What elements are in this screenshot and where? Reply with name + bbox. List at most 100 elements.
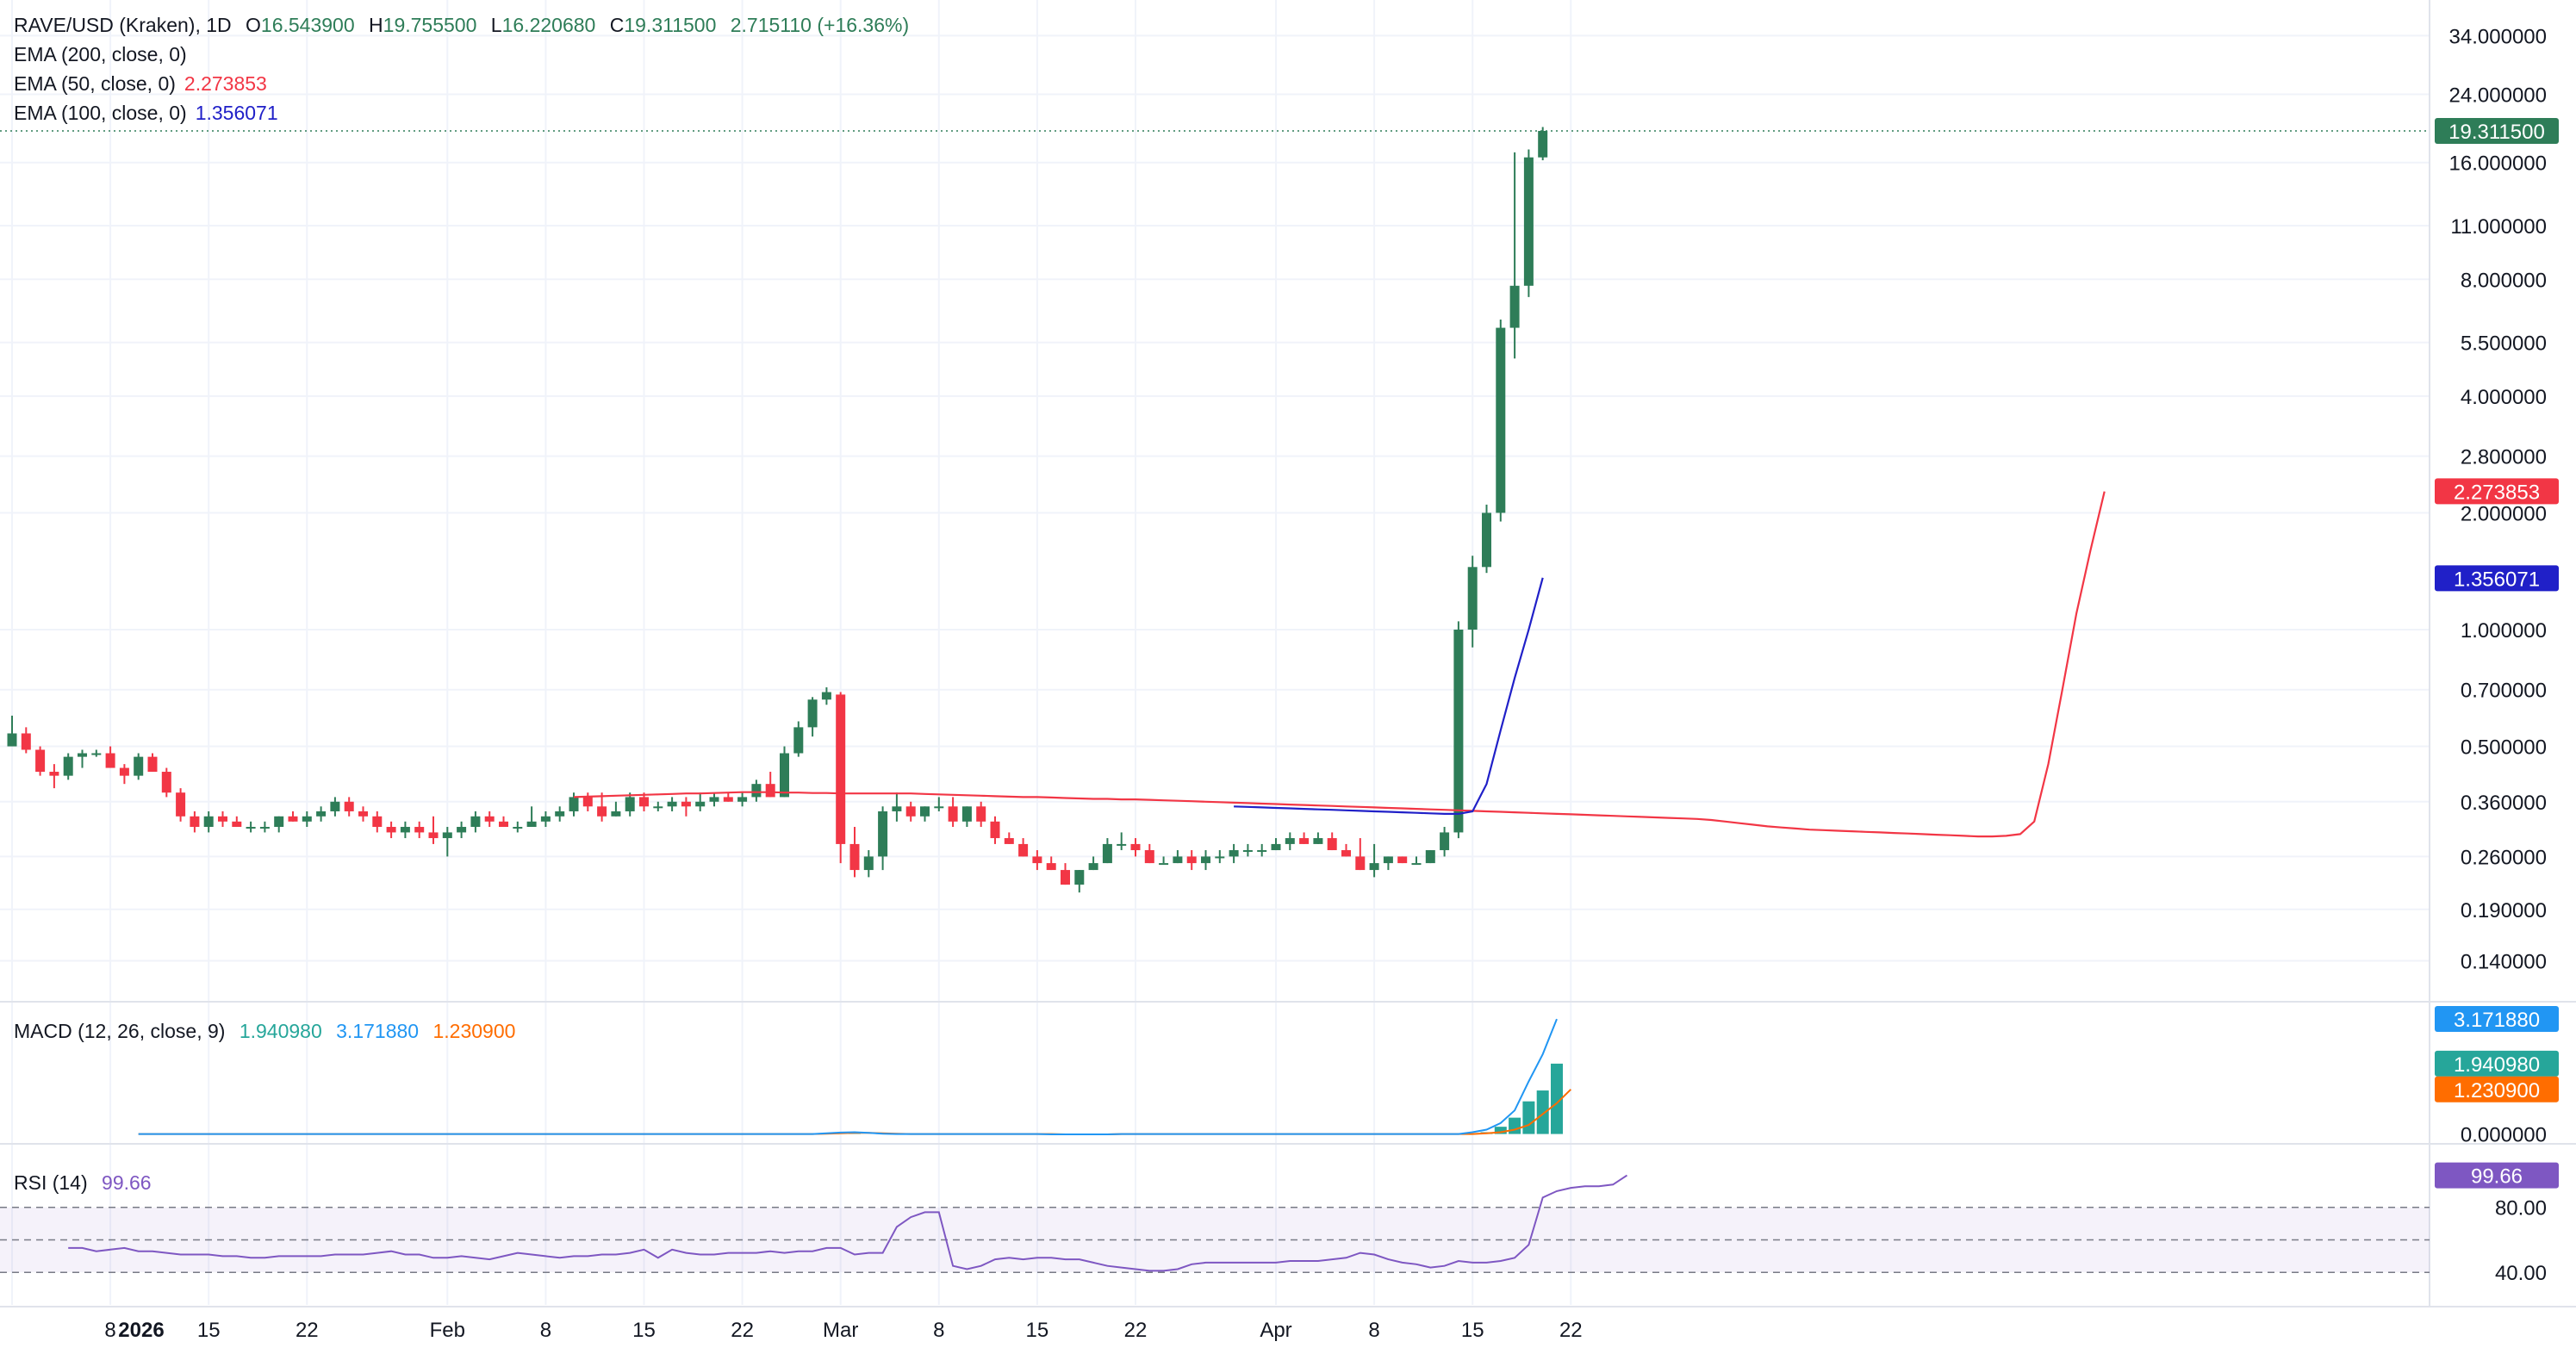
candle-down [1061, 863, 1070, 885]
candle-up [274, 816, 284, 833]
high-value: 19.755500 [383, 14, 477, 36]
price-axis-label: 0.190000 [2461, 899, 2547, 922]
price-pane[interactable] [0, 127, 2430, 893]
candle-up [1425, 850, 1435, 864]
candle-up [1159, 856, 1169, 866]
candle-body [836, 694, 846, 844]
candle-up [1271, 838, 1281, 851]
candle-down [1130, 838, 1141, 857]
time-axis-label: 22 [296, 1319, 319, 1342]
time-axis-label: Feb [430, 1319, 465, 1342]
candle-up [737, 792, 748, 807]
symbol-title: RAVE/USD (Kraken), 1D [14, 14, 232, 36]
candle-body [513, 827, 523, 829]
candle-up [1201, 850, 1210, 871]
candle-body [386, 827, 396, 833]
macd-hist-tag-bg [2435, 1050, 2559, 1077]
time-axis-label: 8 [933, 1319, 944, 1342]
last-price-tag-bg [2435, 117, 2559, 144]
candle-body [1102, 843, 1112, 864]
price-axis-label: 16.000000 [2449, 152, 2547, 176]
candle-body [695, 801, 706, 807]
candle-body [582, 797, 593, 807]
low-label: L [490, 14, 502, 36]
candle-body [1130, 843, 1141, 851]
ema100-price-tag-bg [2435, 565, 2559, 592]
candle-body [302, 816, 312, 822]
candle-body [1509, 285, 1520, 328]
candle-down [1397, 856, 1408, 864]
candle-down [484, 811, 495, 828]
candle-body [1411, 863, 1422, 866]
candle-down [21, 727, 31, 754]
time-axis-label: 2026 [118, 1319, 164, 1342]
candle-body [1397, 856, 1408, 864]
candle-body [667, 801, 677, 807]
candle-up [667, 797, 677, 811]
candle-up [1482, 504, 1491, 574]
candle-up [442, 827, 452, 857]
candle-body [948, 806, 958, 822]
candle-down [105, 746, 115, 768]
candle-down [119, 764, 129, 785]
last-price-tag: 19.311500 [2448, 121, 2545, 144]
symbol-legend[interactable]: RAVE/USD (Kraken), 1D O16.543900 H19.755… [14, 14, 918, 37]
rsi-value: 99.66 [102, 1171, 152, 1194]
candle-body [878, 811, 888, 857]
macd-signal-value: 1.230900 [432, 1020, 516, 1042]
candle-body [1482, 512, 1491, 568]
price-axis-label: 2.000000 [2461, 502, 2547, 525]
candle-up [1411, 856, 1422, 866]
time-axis-label: 22 [1124, 1319, 1148, 1342]
ema100-legend[interactable]: EMA (100, close, 0) 1.356071 [14, 102, 287, 125]
price-axis-label: 0.700000 [2461, 680, 2547, 703]
candle-up [330, 797, 340, 817]
candle-body [78, 753, 87, 757]
candle-up [1285, 832, 1295, 851]
candle-up [400, 821, 410, 839]
candle-body [1496, 327, 1506, 513]
candle-up [63, 753, 73, 780]
rsi-label: RSI (14) [14, 1171, 88, 1194]
macd-legend[interactable]: MACD (12, 26, close, 9) 1.940980 3.17188… [14, 1020, 524, 1043]
candle-down [1327, 832, 1337, 851]
ema50-legend[interactable]: EMA (50, close, 0) 2.273853 [14, 72, 276, 96]
ema200-legend[interactable]: EMA (200, close, 0) [14, 43, 196, 66]
time-axis-label: 8 [104, 1319, 115, 1342]
macd-histogram-bar [1494, 1127, 1507, 1134]
candle-up [259, 821, 270, 833]
time-axis-label: 15 [1461, 1319, 1484, 1342]
open-label: O [246, 14, 261, 36]
change-value: 2.715110 (+16.36%) [730, 14, 910, 36]
candle-up [540, 811, 551, 828]
candle-body [232, 821, 242, 828]
candle-up [1313, 832, 1323, 844]
candle-down [597, 792, 607, 822]
candle-body [246, 827, 256, 829]
rsi-pane[interactable]: 80.00 40.00 99.66 [0, 1162, 2559, 1286]
candle-up [1440, 827, 1450, 857]
candle-body [1061, 870, 1070, 885]
candle-body [821, 692, 831, 700]
macd-histogram-bar [1522, 1101, 1535, 1134]
price-axis[interactable]: 34.000000 24.000000 16.000000 11.000000 8.00… [2435, 25, 2559, 973]
rsi-legend[interactable]: RSI (14) 99.66 [14, 1171, 160, 1195]
macd-hist-tag: 1.940980 [2454, 1053, 2540, 1077]
candle-body [442, 832, 452, 839]
candle-up [1117, 832, 1127, 851]
ema50-value: 2.273853 [184, 72, 267, 95]
candle-body [134, 756, 144, 776]
candle-body [344, 801, 354, 811]
candle-up [695, 792, 706, 811]
candle-down [1186, 850, 1197, 871]
candle-body [176, 792, 186, 817]
candle-body [414, 827, 425, 833]
close-label: C [609, 14, 625, 36]
candle-body [372, 816, 383, 828]
candle-body [540, 816, 551, 822]
candle-body [1425, 850, 1435, 864]
candle-body [1215, 856, 1225, 859]
